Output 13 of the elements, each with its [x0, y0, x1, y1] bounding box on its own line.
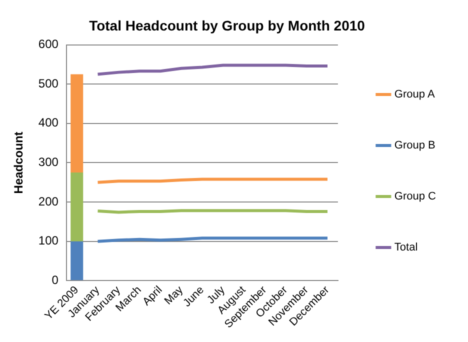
- legend-label: Group A: [394, 88, 436, 101]
- legend-label: Group B: [394, 140, 436, 152]
- y-tick-label: 300: [38, 155, 59, 170]
- y-tick-label: 600: [38, 37, 59, 52]
- chart-title: Total Headcount by Group by Month 2010: [89, 17, 366, 34]
- y-tick-label: 400: [38, 116, 59, 130]
- legend-label: Group C: [394, 190, 436, 203]
- legend-label: Total: [394, 242, 418, 254]
- y-tick-label: 500: [38, 76, 59, 90]
- y-axis-title: Headcount: [12, 132, 26, 194]
- y-tick-label: 200: [38, 194, 59, 208]
- y-tick-label: 100: [38, 234, 59, 248]
- y-tick-label: 0: [52, 272, 59, 287]
